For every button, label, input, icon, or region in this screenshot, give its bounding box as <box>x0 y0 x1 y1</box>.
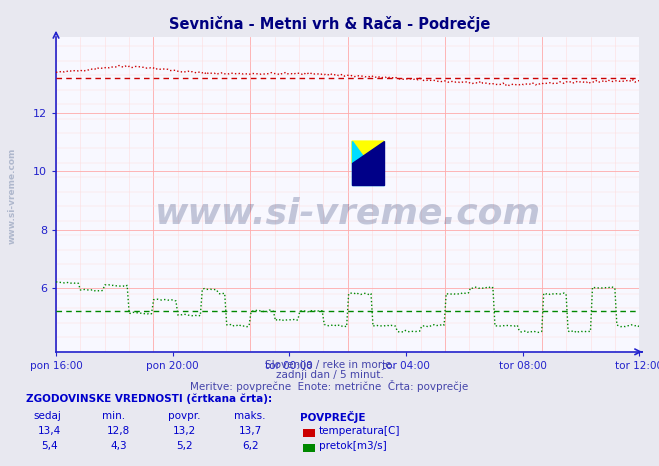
Text: 5,2: 5,2 <box>176 441 193 451</box>
Text: POVPREČJE: POVPREČJE <box>300 411 365 424</box>
Polygon shape <box>352 141 384 163</box>
Text: www.si-vreme.com: www.si-vreme.com <box>155 197 540 230</box>
Text: min.: min. <box>102 411 125 421</box>
Text: ZGODOVINSKE VREDNOSTI (črtkana črta):: ZGODOVINSKE VREDNOSTI (črtkana črta): <box>26 394 272 404</box>
Text: Sevnična - Metni vrh & Rača - Podrečje: Sevnična - Metni vrh & Rača - Podrečje <box>169 16 490 32</box>
Text: 13,7: 13,7 <box>239 426 262 436</box>
Text: 6,2: 6,2 <box>242 441 259 451</box>
Text: www.si-vreme.com: www.si-vreme.com <box>7 148 16 244</box>
Polygon shape <box>352 141 384 185</box>
Text: Meritve: povprečne  Enote: metrične  Črta: povprečje: Meritve: povprečne Enote: metrične Črta:… <box>190 380 469 392</box>
Text: zadnji dan / 5 minut.: zadnji dan / 5 minut. <box>275 370 384 380</box>
Text: pretok[m3/s]: pretok[m3/s] <box>319 441 387 451</box>
Text: maks.: maks. <box>234 411 266 421</box>
Text: 13,2: 13,2 <box>173 426 196 436</box>
Text: povpr.: povpr. <box>168 411 200 421</box>
Text: sedaj: sedaj <box>33 411 61 421</box>
Text: 12,8: 12,8 <box>107 426 130 436</box>
Text: 5,4: 5,4 <box>41 441 58 451</box>
Text: temperatura[C]: temperatura[C] <box>319 426 401 436</box>
Text: 13,4: 13,4 <box>38 426 61 436</box>
Text: Slovenija / reke in morje.: Slovenija / reke in morje. <box>264 360 395 370</box>
Text: 4,3: 4,3 <box>110 441 127 451</box>
Polygon shape <box>352 141 384 185</box>
